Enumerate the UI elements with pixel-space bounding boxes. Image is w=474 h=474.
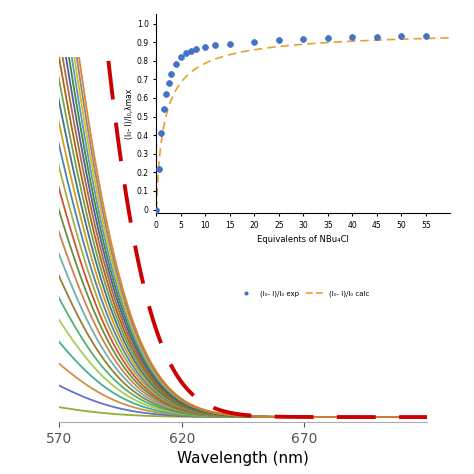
- Point: [211, 42, 219, 49]
- Point: [398, 32, 405, 40]
- Point: [165, 79, 173, 87]
- X-axis label: Equivalents of NBu₄Cl: Equivalents of NBu₄Cl: [257, 236, 349, 245]
- Point: [348, 33, 356, 41]
- Point: [373, 33, 381, 40]
- Y-axis label: (I₀- I)/I₀,λmax: (I₀- I)/I₀,λmax: [125, 89, 134, 139]
- Point: [177, 53, 185, 61]
- Point: [192, 45, 200, 53]
- Point: [153, 206, 160, 213]
- Point: [201, 43, 209, 51]
- Point: [155, 165, 163, 173]
- Point: [163, 91, 170, 98]
- Point: [172, 61, 180, 68]
- Point: [182, 49, 190, 57]
- Point: [167, 70, 175, 78]
- Point: [160, 105, 168, 113]
- X-axis label: Wavelength (nm): Wavelength (nm): [177, 451, 309, 466]
- Point: [251, 38, 258, 46]
- Legend: (I₀- I)/I₀ exp, (I₀- I)/I₀ calc: (I₀- I)/I₀ exp, (I₀- I)/I₀ calc: [235, 287, 372, 300]
- Point: [157, 129, 165, 137]
- Point: [226, 41, 234, 48]
- Point: [187, 47, 194, 55]
- Point: [300, 35, 307, 43]
- Point: [324, 34, 332, 42]
- Point: [422, 32, 429, 39]
- Point: [275, 36, 283, 44]
